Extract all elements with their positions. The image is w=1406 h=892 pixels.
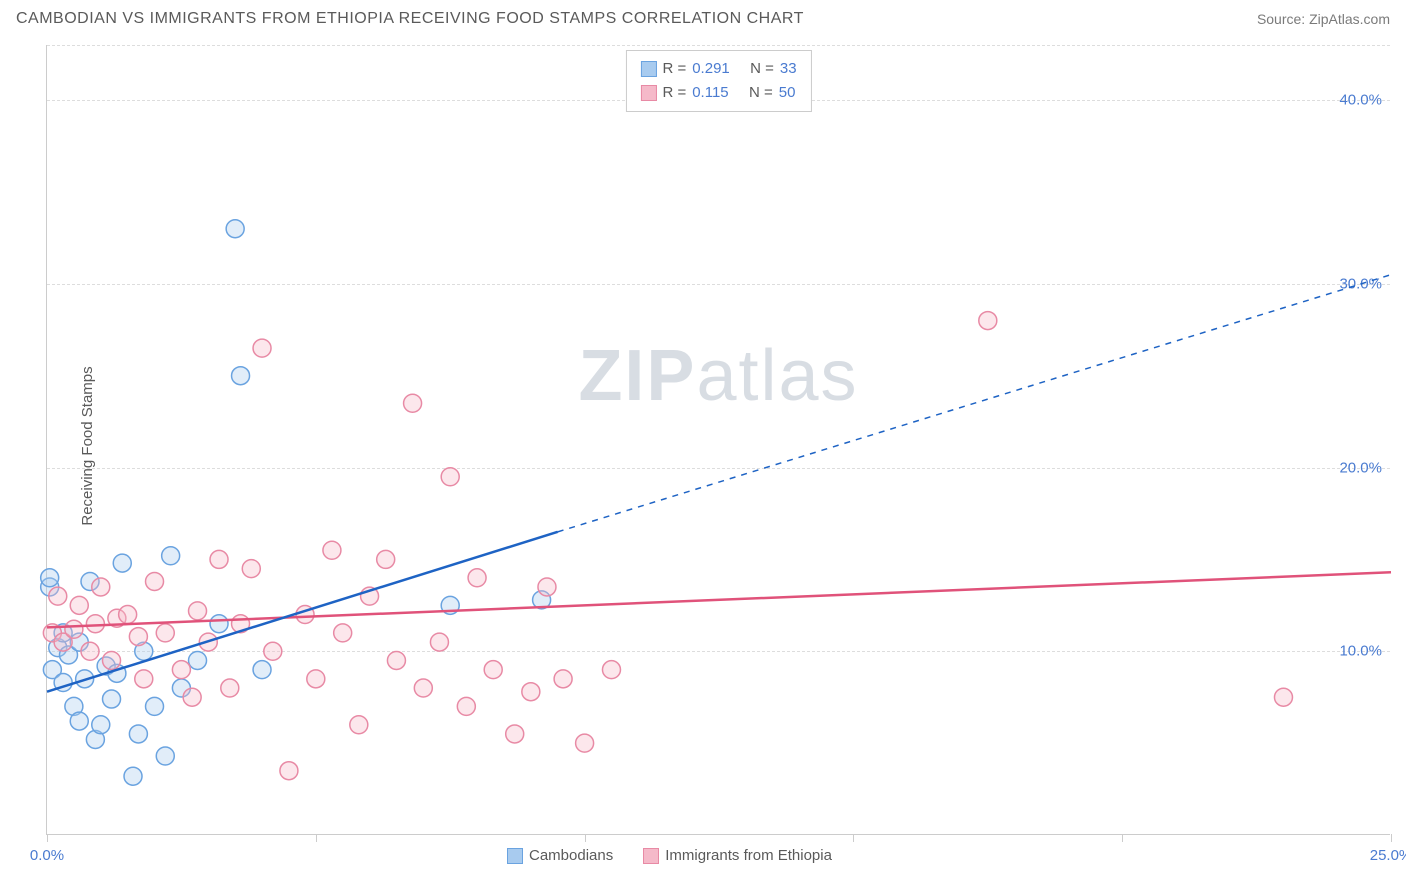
data-point-cambodians (70, 712, 88, 730)
swatch-cambodians (640, 61, 656, 77)
data-point-ethiopia (979, 312, 997, 330)
chart-plot-area: ZIPatlas 10.0%20.0%30.0%40.0%0.0%25.0% R… (46, 45, 1390, 835)
n-value-ethiopia: 50 (779, 81, 796, 105)
data-point-cambodians (162, 547, 180, 565)
data-point-ethiopia (264, 642, 282, 660)
data-point-ethiopia (135, 670, 153, 688)
data-point-ethiopia (522, 683, 540, 701)
data-point-ethiopia (146, 572, 164, 590)
data-point-ethiopia (323, 541, 341, 559)
data-point-ethiopia (468, 569, 486, 587)
data-point-cambodians (232, 367, 250, 385)
chart-header: CAMBODIAN VS IMMIGRANTS FROM ETHIOPIA RE… (16, 10, 1390, 28)
swatch-ethiopia (640, 85, 656, 101)
data-point-ethiopia (350, 716, 368, 734)
data-point-ethiopia (49, 587, 67, 605)
source-attribution: Source: ZipAtlas.com (1257, 11, 1390, 27)
data-point-cambodians (189, 651, 207, 669)
data-point-ethiopia (221, 679, 239, 697)
data-point-cambodians (129, 725, 147, 743)
data-point-ethiopia (404, 394, 422, 412)
data-point-ethiopia (70, 596, 88, 614)
data-point-ethiopia (484, 661, 502, 679)
data-point-ethiopia (387, 651, 405, 669)
data-point-cambodians (146, 697, 164, 715)
xtick-label: 0.0% (30, 847, 64, 864)
data-point-ethiopia (129, 628, 147, 646)
data-point-ethiopia (253, 339, 271, 357)
data-point-ethiopia (602, 661, 620, 679)
legend-row-cambodians: R = 0.291 N = 33 (640, 57, 796, 81)
xtick (47, 834, 48, 842)
scatter-plot-svg (47, 45, 1390, 834)
data-point-cambodians (210, 615, 228, 633)
data-point-ethiopia (119, 606, 137, 624)
data-point-ethiopia (92, 578, 110, 596)
data-point-ethiopia (183, 688, 201, 706)
xtick-label: 25.0% (1370, 847, 1406, 864)
data-point-ethiopia (441, 468, 459, 486)
data-point-cambodians (124, 767, 142, 785)
data-point-cambodians (103, 690, 121, 708)
xtick (1391, 834, 1392, 842)
data-point-ethiopia (538, 578, 556, 596)
data-point-ethiopia (81, 642, 99, 660)
data-point-ethiopia (377, 550, 395, 568)
data-point-ethiopia (430, 633, 448, 651)
data-point-ethiopia (414, 679, 432, 697)
data-point-ethiopia (189, 602, 207, 620)
data-point-ethiopia (334, 624, 352, 642)
data-point-cambodians (41, 569, 59, 587)
r-value-cambodians: 0.291 (692, 57, 730, 81)
xtick (316, 834, 317, 842)
r-value-ethiopia: 0.115 (692, 81, 728, 105)
swatch-ethiopia-icon (643, 848, 659, 864)
data-point-ethiopia (103, 651, 121, 669)
data-point-cambodians (156, 747, 174, 765)
data-point-ethiopia (280, 762, 298, 780)
legend-row-ethiopia: R = 0.115 N = 50 (640, 81, 796, 105)
data-point-ethiopia (506, 725, 524, 743)
data-point-ethiopia (86, 615, 104, 633)
data-point-cambodians (253, 661, 271, 679)
data-point-ethiopia (65, 620, 83, 638)
legend-label-cambodians: Cambodians (529, 847, 613, 864)
data-point-cambodians (92, 716, 110, 734)
data-point-ethiopia (1274, 688, 1292, 706)
data-point-cambodians (113, 554, 131, 572)
legend-item-cambodians: Cambodians (507, 847, 613, 864)
legend-item-ethiopia: Immigrants from Ethiopia (643, 847, 832, 864)
xtick (585, 834, 586, 842)
n-value-cambodians: 33 (780, 57, 797, 81)
series-legend: Cambodians Immigrants from Ethiopia (507, 847, 832, 864)
data-point-ethiopia (554, 670, 572, 688)
legend-label-ethiopia: Immigrants from Ethiopia (665, 847, 832, 864)
chart-title: CAMBODIAN VS IMMIGRANTS FROM ETHIOPIA RE… (16, 10, 804, 28)
data-point-ethiopia (576, 734, 594, 752)
xtick (1122, 834, 1123, 842)
swatch-cambodians-icon (507, 848, 523, 864)
xtick (853, 834, 854, 842)
data-point-ethiopia (457, 697, 475, 715)
data-point-ethiopia (172, 661, 190, 679)
correlation-legend: R = 0.291 N = 33 R = 0.115 N = 50 (625, 50, 811, 112)
data-point-ethiopia (210, 550, 228, 568)
data-point-ethiopia (156, 624, 174, 642)
data-point-ethiopia (242, 560, 260, 578)
trendline-cambodians-extrapolated (558, 275, 1391, 532)
trendline-ethiopia (47, 572, 1391, 627)
data-point-cambodians (226, 220, 244, 238)
data-point-ethiopia (307, 670, 325, 688)
